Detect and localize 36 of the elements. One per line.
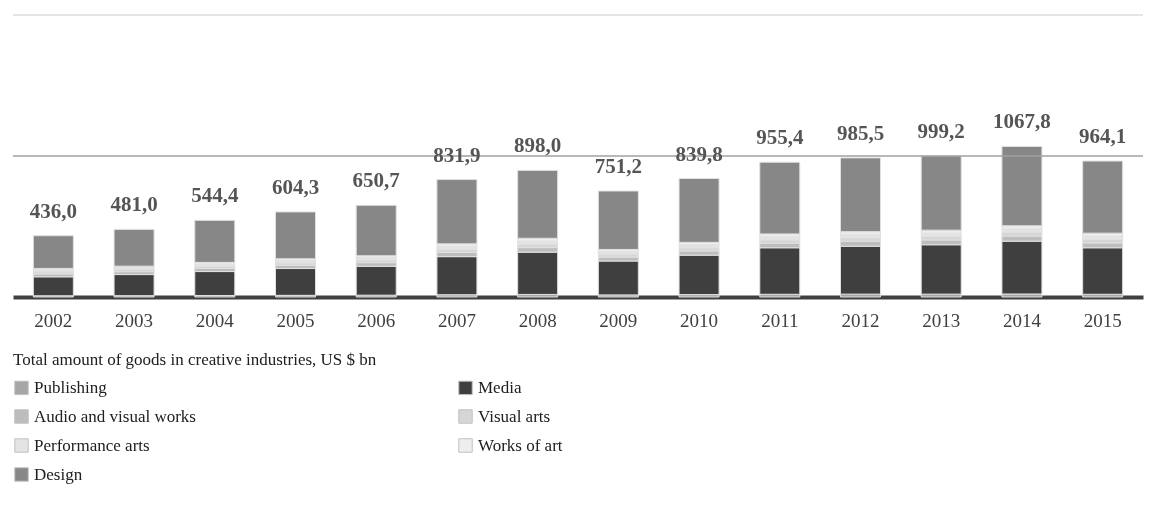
x-tick-label: 2013	[922, 309, 961, 331]
legend-label: Visual arts	[478, 406, 551, 426]
x-tick-label: 2002	[34, 309, 73, 331]
legend-label: Media	[478, 377, 522, 397]
annotation: 544,4	[191, 183, 239, 208]
x-tick-label: 2012	[841, 309, 880, 331]
annotation: 898,0	[514, 133, 562, 158]
x-tick-label: 2009	[599, 309, 638, 331]
annotation: 604,3	[271, 174, 320, 199]
legend-label: Audio and visual works	[34, 406, 196, 426]
x-tick-label: 2007	[437, 309, 476, 331]
x-tick-label: 2004	[195, 309, 235, 331]
legend-label: Performance arts	[34, 435, 150, 455]
legend-label: Design	[34, 464, 83, 484]
x-tick-label: 2014	[1002, 309, 1042, 331]
x-tick-label: 2011	[761, 309, 799, 331]
x-tick-label: 2010	[680, 309, 719, 331]
annotation: 999,2	[917, 118, 965, 143]
x-tick-label: 2008	[518, 309, 557, 331]
annotation: 964,1	[1079, 124, 1127, 149]
x-tick-label: 2006	[357, 309, 396, 331]
x-tick-label: 2005	[276, 309, 315, 331]
annotation: 751,2	[594, 154, 642, 179]
x-tick-label: 2003	[115, 309, 154, 331]
annotation: 831,9	[433, 142, 481, 167]
legend-label: Publishing	[34, 377, 108, 397]
legend-title: Total amount of goods in creative industries, US $ bn	[13, 350, 377, 369]
annotation: 1067,8	[993, 109, 1051, 134]
annotation: 436,0	[29, 198, 77, 223]
annotation: 985,5	[836, 120, 885, 145]
annotation: 839,8	[675, 141, 723, 166]
annotation: 955,4	[756, 125, 804, 150]
x-tick-label: 2015	[1083, 309, 1122, 331]
annotation: 481,0	[110, 192, 158, 217]
annotation: 650,7	[352, 168, 400, 193]
legend-label: Works of art	[478, 435, 563, 455]
